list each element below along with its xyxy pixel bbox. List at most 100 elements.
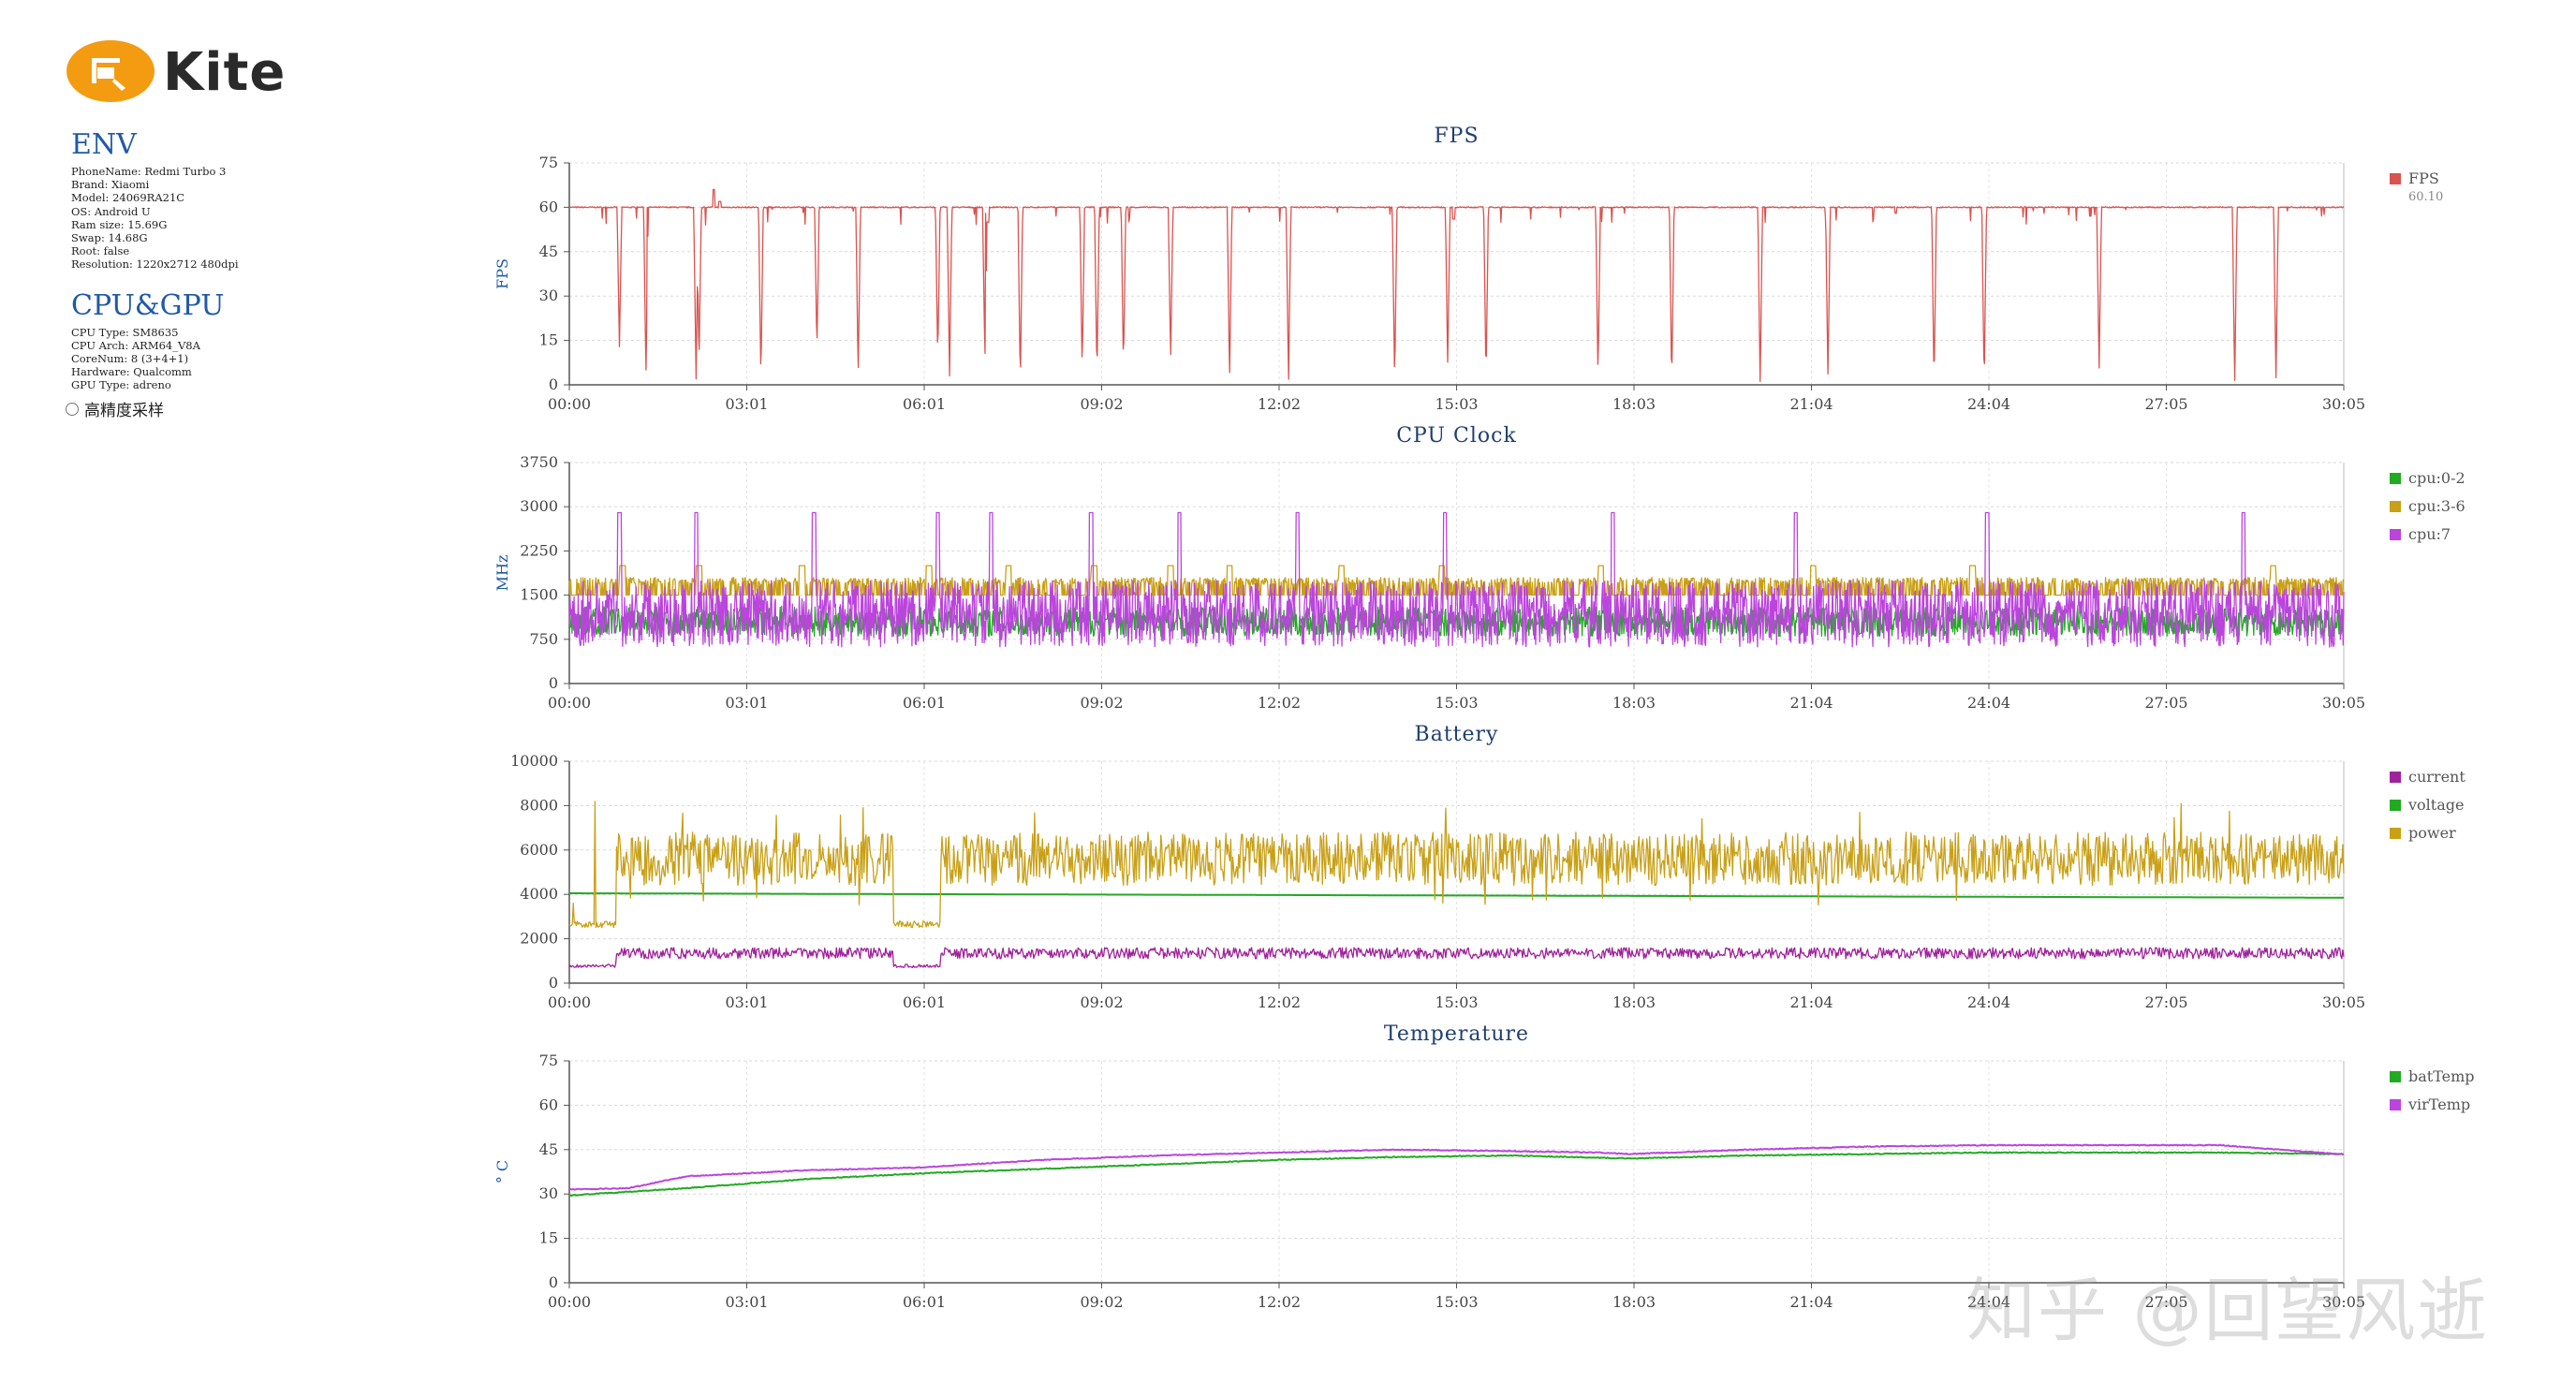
x-tick-label: 00:00 [548,993,591,1011]
legend-label: batTemp [2408,1067,2475,1085]
x-tick-label: 06:01 [903,993,946,1011]
legend-label: current [2408,768,2466,786]
y-axis-label: ° C [493,1160,511,1184]
env-os: OS: Android U [71,204,151,218]
y-tick-label: 15 [539,1229,558,1247]
legend-swatch [2390,772,2401,783]
x-tick-label: 00:00 [548,694,591,712]
chart-title: Battery [1415,723,1499,746]
legend-swatch [2390,501,2401,512]
chart-title: CPU Clock [1396,424,1517,448]
watermark: 知乎 @回望风逝 [1966,1271,2489,1351]
y-tick-label: 750 [529,630,558,648]
x-tick-label: 15:03 [1435,1293,1478,1311]
y-tick-label: 45 [539,1140,558,1158]
series-line-FPS [568,188,2345,383]
legend-swatch [2390,473,2401,484]
y-tick-label: 2000 [520,930,558,948]
x-tick-label: 15:03 [1435,993,1478,1011]
x-tick-label: 18:03 [1612,993,1656,1011]
x-tick-label: 21:04 [1789,1293,1833,1311]
y-tick-label: 0 [549,375,558,393]
x-tick-label: 24:04 [1967,694,2010,712]
cpu-arch: CPU Arch: ARM64_V8A [71,338,200,352]
legend-extra-value: 60.10 [2408,190,2443,204]
y-tick-label: 1500 [520,586,558,604]
legend-swatch [2390,800,2401,811]
chart-title: FPS [1434,125,1479,148]
high-precision-option[interactable]: 高精度采样 [66,397,164,420]
legend-swatch [2390,1099,2401,1110]
y-tick-label: 30 [539,287,558,304]
y-tick-label: 4000 [520,885,558,903]
y-axis-label: MHz [493,555,511,592]
cpu-type: CPU Type: SM8635 [71,325,179,339]
chart-title: Temperature [1384,1022,1529,1046]
x-tick-label: 30:05 [2322,395,2365,413]
x-tick-label: 24:04 [1967,993,2010,1011]
legend-label: cpu:0-2 [2408,469,2466,487]
series-line-current [568,947,2345,969]
gpu-type: GPU Type: adreno [71,378,171,392]
series-line-batTemp [568,1151,2345,1198]
legend-swatch [2390,828,2401,839]
env-swap: Swap: 14.68G [71,231,148,245]
series-line-power [568,801,2345,929]
x-tick-label: 12:02 [1258,1293,1301,1311]
x-tick-label: 12:02 [1258,993,1301,1011]
y-tick-label: 10000 [510,752,558,770]
x-tick-label: 21:04 [1789,993,1833,1011]
env-phone-name: PhoneName: Redmi Turbo 3 [71,165,227,178]
x-tick-label: 09:02 [1080,1293,1123,1311]
x-tick-label: 00:00 [548,1293,591,1311]
x-tick-label: 18:03 [1612,694,1656,712]
high-precision-radio[interactable] [66,402,79,416]
env-brand: Brand: Xiaomi [71,178,150,192]
env-root: Root: false [71,244,130,258]
x-tick-label: 09:02 [1080,694,1123,712]
series-line-virTemp [568,1143,2345,1191]
y-tick-label: 3750 [520,453,558,471]
x-tick-label: 00:00 [548,395,591,413]
series-line-cpu-7 [568,511,2345,648]
x-tick-label: 18:03 [1612,1293,1656,1311]
y-tick-label: 3000 [520,497,558,515]
x-tick-label: 18:03 [1612,395,1656,413]
kite-logo-icon [66,40,155,102]
x-tick-label: 06:01 [903,395,946,413]
y-tick-label: 8000 [520,796,558,814]
x-tick-label: 27:05 [2144,395,2187,413]
legend-label: FPS [2408,169,2439,187]
y-tick-label: 30 [539,1184,558,1202]
legend-swatch [2390,173,2401,184]
x-tick-label: 24:04 [1967,1293,2010,1311]
x-tick-label: 27:05 [2144,1293,2187,1311]
core-num: CoreNum: 8 (3+4+1) [71,352,189,366]
y-tick-label: 60 [539,1096,558,1113]
y-tick-label: 0 [549,674,558,692]
chart-temperature: Temperature 0 15 30 45 60 75 00:00 03:01 06:01 09:… [493,1022,2475,1311]
series-line-voltage [569,892,2344,899]
y-tick-label: 75 [539,154,558,171]
legend-label: virTemp [2407,1096,2470,1113]
y-tick-label: 45 [539,243,558,260]
hardware: Hardware: Qualcomm [71,365,192,379]
x-tick-label: 03:01 [725,395,768,413]
x-tick-label: 09:02 [1080,395,1123,413]
x-tick-label: 30:05 [2322,1293,2365,1311]
x-tick-label: 03:01 [725,1293,768,1311]
device-info-panel: ENV PhoneName: Redmi Turbo 3 Brand: Xiao… [71,129,464,392]
env-model: Model: 24069RA21C [71,191,185,205]
legend-swatch [2390,529,2401,540]
x-tick-label: 12:02 [1258,395,1301,413]
x-tick-label: 03:01 [725,694,768,712]
x-tick-label: 15:03 [1435,694,1478,712]
kite-logo: Kite [66,37,309,112]
y-tick-label: 2250 [520,541,558,559]
x-tick-label: 15:03 [1435,395,1478,413]
legend-label: voltage [2407,796,2464,814]
x-tick-label: 30:05 [2322,993,2365,1011]
y-tick-label: 0 [549,974,558,992]
legend-label: cpu:7 [2408,525,2451,543]
